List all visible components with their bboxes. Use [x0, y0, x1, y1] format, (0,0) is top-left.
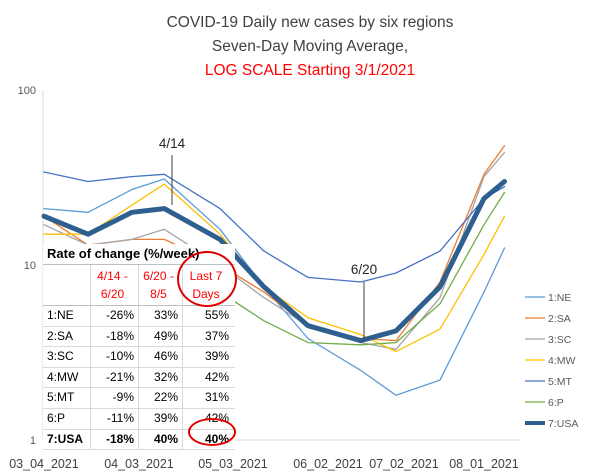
chart-title-line1: COVID-19 Daily new cases by six regions	[167, 14, 454, 31]
table-row: 3:SC -10% 46% 39%	[43, 347, 235, 368]
table-header-col1: 4/14 - 6/20	[91, 265, 139, 305]
table-row: 1:NE -26% 33% 55%	[43, 306, 235, 327]
table-cell: 22%	[139, 388, 183, 408]
table-header-blank	[43, 265, 91, 305]
x-tick-label: 04_03_2021	[104, 457, 174, 471]
table-cell: 40%	[139, 429, 183, 450]
table-cell: -21%	[91, 367, 139, 388]
table-header-col2-line1: 6/20 -	[143, 269, 174, 283]
table-cell: 42%	[204, 410, 229, 425]
table-cell: 40%	[204, 431, 229, 446]
table-row: 5:MT -9% 22% 31%	[43, 388, 235, 409]
table-cell-region: 4:MW	[43, 367, 91, 388]
table-header-col3-line1: Last 7	[189, 269, 223, 283]
table-cell: 37%	[204, 328, 229, 343]
table-cell: 49%	[139, 326, 183, 347]
annotation-4-14: 4/14	[159, 136, 186, 151]
x-tick-label: 08_01_2021	[449, 457, 519, 471]
series-lines	[41, 145, 507, 396]
table-cell-region: 5:MT	[43, 388, 91, 408]
legend-label-sc: 3:SC	[548, 334, 572, 346]
table-header-col1-line2: 6/20	[100, 287, 125, 301]
table-header-col3-line2: Days	[192, 287, 220, 301]
table-cell: -18%	[91, 326, 139, 347]
table-cell: 42%	[204, 369, 229, 384]
table-cell-region: 7:USA	[43, 429, 91, 450]
legend-label-mt: 5:MT	[548, 376, 573, 388]
x-tick-label: 05_03_2021	[198, 457, 268, 471]
table-header-col1-line1: 4/14 -	[97, 269, 128, 283]
chart-title-line3: LOG SCALE Starting 3/1/2021	[205, 62, 415, 79]
legend-label-mw: 4:MW	[548, 355, 576, 367]
table-header-col3: Last 7 Days	[183, 265, 235, 305]
legend-label-usa: 7:USA	[548, 418, 578, 430]
table-cell: -18%	[91, 429, 139, 450]
table-row: 2:SA -18% 49% 37%	[43, 326, 235, 348]
table-cell: -9%	[91, 388, 139, 408]
table-cell-region: 3:SC	[43, 347, 91, 367]
table-header-col2: 6/20 - 8/5	[139, 265, 183, 305]
table-cell: 39%	[139, 408, 183, 429]
series-line-usa	[41, 179, 507, 344]
table-title: Rate of change (%/week)	[43, 244, 235, 265]
table-cell: -11%	[91, 408, 139, 429]
y-tick-100: 100	[18, 85, 36, 97]
table-cell: 33%	[139, 306, 183, 326]
table-cell-region: 2:SA	[43, 326, 91, 347]
y-tick-10: 10	[24, 260, 36, 272]
x-tick-label: 07_02_2021	[369, 457, 439, 471]
rate-of-change-table: Rate of change (%/week) 4/14 - 6/20 6/20…	[43, 244, 235, 451]
table-cell: -26%	[91, 306, 139, 326]
table-row: 6:P -11% 39% 42%	[43, 408, 235, 430]
table-cell: 31%	[204, 390, 229, 405]
table-row: 4:MW -21% 32% 42%	[43, 367, 235, 389]
x-tick-label: 06_02_2021	[293, 457, 363, 471]
legend-label-sa: 2:SA	[548, 313, 571, 325]
annotation-6-20: 6/20	[351, 262, 377, 277]
series-line-ne	[43, 178, 506, 396]
legend-label-p: 6:P	[548, 397, 564, 409]
table-cell: 55%	[204, 308, 229, 322]
series-line-mw	[43, 183, 506, 353]
x-tick-label: 03_04_2021	[9, 457, 79, 471]
table-cell: 39%	[204, 349, 229, 364]
table-cell-region: 6:P	[43, 408, 91, 429]
table-column-headers: 4/14 - 6/20 6/20 - 8/5 Last 7 Days	[43, 265, 235, 306]
legend: 1:NE 2:SA 3:SC 4:MW 5:MT 6:P 7:USA	[525, 292, 578, 430]
chart-title-line2: Seven-Day Moving Average,	[212, 38, 408, 55]
table-row-usa: 7:USA -18% 40% 40%	[43, 429, 235, 451]
table-cell-region: 1:NE	[43, 306, 91, 326]
table-cell: 46%	[139, 347, 183, 367]
table-cell: 32%	[139, 367, 183, 388]
table-cell: -10%	[91, 347, 139, 367]
legend-label-ne: 1:NE	[548, 292, 571, 304]
series-line-mt	[43, 171, 506, 283]
table-header-col2-line2: 8/5	[150, 287, 167, 301]
x-tick-labels: 03_04_2021 04_03_2021 05_03_2021 06_02_2…	[9, 457, 519, 471]
y-tick-1: 1	[30, 435, 36, 447]
